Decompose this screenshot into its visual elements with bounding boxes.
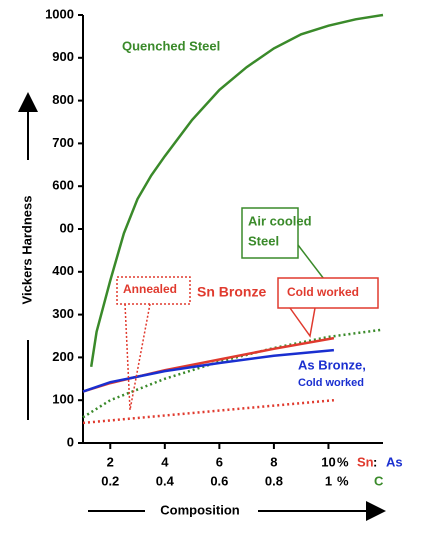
annotation: Air cooled <box>248 213 312 228</box>
x-axis-label: Composition <box>160 502 239 517</box>
x2-tick-label: 0.8 <box>265 473 283 488</box>
callout-leader <box>289 307 316 338</box>
y-tick-label: 300 <box>52 306 74 321</box>
x2-tick-label: 0.6 <box>210 473 228 488</box>
x-tick-label: 6 <box>216 454 223 469</box>
annotation: Quenched Steel <box>122 38 220 53</box>
element-label: C <box>374 473 384 488</box>
annotation: Cold worked <box>287 285 359 299</box>
callout-box <box>116 276 191 305</box>
y-tick-label: 200 <box>52 349 74 364</box>
y-tick-label: 400 <box>52 263 74 278</box>
element-label: Sn <box>357 454 374 469</box>
annotation: Annealed <box>123 282 177 296</box>
y-tick-label: 100 <box>52 392 74 407</box>
data-line <box>89 13 384 367</box>
data-line <box>82 348 335 393</box>
unit-label: % <box>337 473 349 488</box>
annotation: As Bronze, <box>298 357 366 372</box>
data-line <box>82 398 335 425</box>
unit-label: % <box>337 454 349 469</box>
y-tick-label: 900 <box>52 49 74 64</box>
element-label: As <box>386 454 403 469</box>
x2-tick-label: 0.4 <box>156 473 175 488</box>
x-tick-label: 8 <box>270 454 277 469</box>
x2-tick-label: 1 <box>325 473 332 488</box>
y-tick-label: 0 <box>67 434 74 449</box>
y-tick-label: 600 <box>52 178 74 193</box>
y-axis-label: Vickers Hardness <box>19 196 34 305</box>
y-tick-label: 00 <box>60 220 74 235</box>
x-tick-label: 10 <box>321 454 335 469</box>
element-label: : <box>373 454 377 469</box>
y-tick-label: 700 <box>52 135 74 150</box>
callout-box <box>277 277 379 309</box>
y-tick-label: 800 <box>52 92 74 107</box>
x-tick-label: 2 <box>107 454 114 469</box>
y-tick-label: 1000 <box>45 6 74 21</box>
annotation: Sn Bronze <box>197 284 266 300</box>
annotation: Cold worked <box>298 377 364 389</box>
x2-tick-label: 0.2 <box>101 473 119 488</box>
x-tick-label: 4 <box>161 454 169 469</box>
callout-box <box>241 207 299 259</box>
annotation: Steel <box>248 233 279 248</box>
